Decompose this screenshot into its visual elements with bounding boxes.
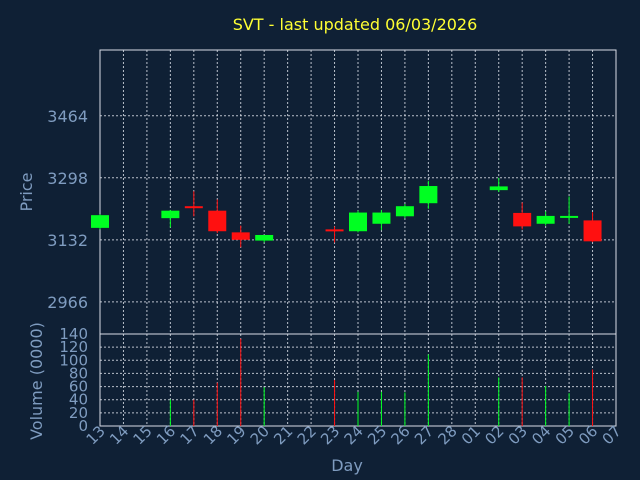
candle-body — [161, 210, 180, 219]
chart-title: SVT - last updated 06/03/2026 — [233, 15, 478, 34]
price-panel: 2966 3132 3298 3464 — [47, 49, 617, 335]
candle-body — [536, 215, 555, 224]
candle-body — [255, 234, 274, 241]
volume-tick-label: 60 — [69, 378, 88, 396]
candle-body — [184, 206, 203, 209]
price-tick-label: 2966 — [47, 293, 88, 312]
candle-body — [419, 186, 438, 204]
volume-tick-label: 20 — [69, 404, 88, 422]
candle-body — [513, 212, 532, 227]
volume-tick-label: 40 — [69, 391, 88, 409]
volume-tick-label: 140 — [59, 325, 88, 343]
x-axis-ticks: 1314151617181920212223242526272801020304… — [83, 422, 625, 448]
candle-body — [489, 186, 508, 191]
candle-body — [583, 220, 602, 242]
candle-body — [349, 212, 367, 232]
volume-tick-label: 120 — [59, 338, 88, 356]
volume-axis-label: Volume (0000) — [27, 322, 46, 440]
price-tick-label: 3464 — [47, 107, 88, 126]
price-tick-label: 3298 — [47, 169, 88, 188]
candle-body — [91, 215, 109, 228]
volume-tick-label: 80 — [69, 364, 88, 382]
volume-tick-label: 100 — [59, 351, 88, 369]
candle-body — [395, 206, 414, 217]
volume-tick-label: 0 — [78, 417, 88, 435]
candle-body — [208, 210, 227, 232]
candle-body — [325, 229, 344, 232]
price-axis-label: Price — [17, 172, 36, 211]
price-tick-label: 3132 — [47, 231, 88, 250]
candle-body — [372, 212, 391, 224]
candle-body — [560, 215, 579, 218]
x-axis-label: Day — [331, 456, 363, 475]
candle-body — [231, 232, 250, 240]
